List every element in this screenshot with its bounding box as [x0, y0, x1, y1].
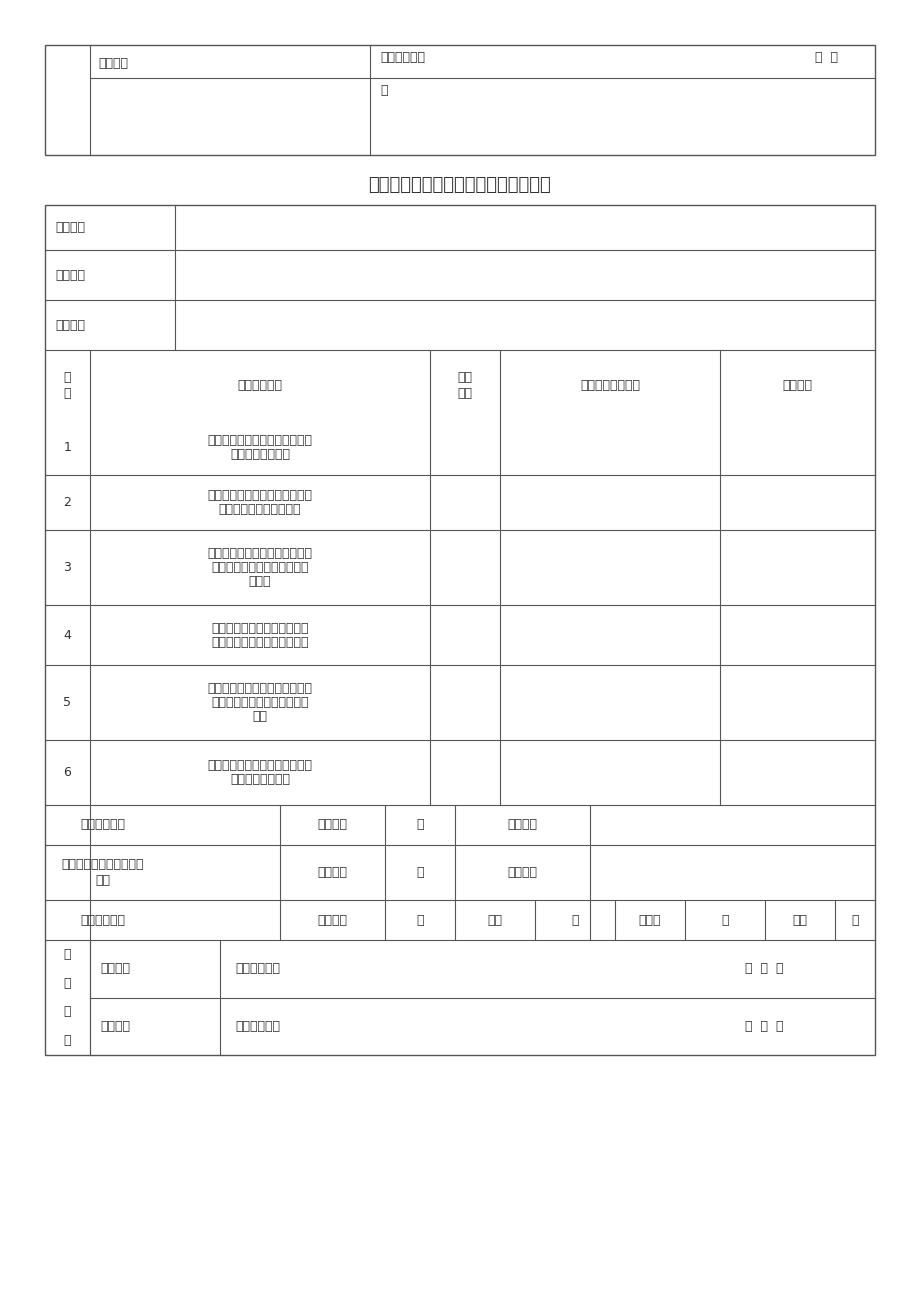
Text: 项: 项: [415, 913, 424, 926]
Text: 意: 意: [63, 1006, 71, 1019]
Text: 施工单位: 施工单位: [100, 962, 130, 975]
Text: 电线、电缆穿管和线槽敷设分项: 电线、电缆穿管和线槽敷设分项: [208, 760, 312, 771]
Text: 分项工程名称: 分项工程名称: [237, 378, 282, 391]
Text: 项: 项: [720, 913, 728, 926]
Text: 年  月  日: 年 月 日: [744, 1020, 783, 1033]
Text: 工程质量验收记录: 工程质量验收记录: [230, 773, 289, 786]
Text: 差：: 差：: [791, 913, 807, 926]
Text: 分项工程质量验收: 分项工程质量验收: [230, 448, 289, 461]
Text: 项: 项: [571, 913, 578, 926]
Text: 低压电动机、电加热器及电动执: 低压电动机、电加热器及电动执: [208, 681, 312, 694]
Bar: [45, 46, 874, 155]
Text: 日: 日: [380, 83, 387, 96]
Text: 电缆头制作、接线和线路绝缘测: 电缆头制作、接线和线路绝缘测: [208, 489, 312, 502]
Text: 1: 1: [63, 440, 72, 453]
Text: 建设单位: 建设单位: [55, 268, 85, 281]
Text: 成套配电柜、控制柜和动力、照: 成套配电柜、控制柜和动力、照: [208, 547, 312, 560]
Text: 见: 见: [63, 1035, 71, 1048]
Text: 项: 项: [850, 913, 857, 926]
Text: 建筑电气子分部工程质量竣工验收记录: 建筑电气子分部工程质量竣工验收记录: [369, 176, 550, 194]
Text: 检验: 检验: [457, 370, 472, 383]
Text: 安全和功能检验（检测）: 安全和功能检验（检测）: [62, 857, 143, 870]
Text: 验收意见: 验收意见: [782, 378, 811, 391]
Text: 一般：: 一般：: [638, 913, 661, 926]
Text: 记录: 记录: [252, 710, 267, 723]
Text: 施工单位检查评定: 施工单位检查评定: [579, 378, 640, 391]
Text: 明配电箱安装分项工程质量验: 明配电箱安装分项工程质量验: [211, 562, 309, 575]
Text: 试分项工程质量验收记录: 试分项工程质量验收记录: [219, 503, 301, 516]
Text: 报告: 报告: [95, 874, 110, 887]
Text: 项目负责人：: 项目负责人：: [380, 51, 425, 64]
Text: 年  月  日: 年 月 日: [744, 962, 783, 975]
Text: 质量控制资料: 质量控制资料: [80, 818, 125, 831]
Text: 项目负责人：: 项目负责人：: [234, 962, 279, 975]
Text: 5: 5: [63, 696, 72, 709]
Text: 4: 4: [63, 628, 72, 641]
Text: 收记录: 收记录: [248, 575, 271, 588]
Text: 核查结果: 核查结果: [507, 866, 537, 880]
Text: 观感质量验收: 观感质量验收: [80, 913, 125, 926]
Text: 核查结果: 核查结果: [507, 818, 537, 831]
Text: 应查项数: 应查项数: [317, 913, 347, 926]
Text: 建设单位: 建设单位: [98, 56, 128, 69]
Text: 行机构检查接线分项工程验收: 行机构检查接线分项工程验收: [211, 696, 309, 709]
Bar: [45, 205, 874, 1055]
Text: 工程名称: 工程名称: [55, 222, 85, 235]
Text: 验: 验: [63, 947, 71, 960]
Text: 试运行分项工程质量验收记录: 试运行分项工程质量验收记录: [211, 636, 309, 649]
Text: 低压电气动力设备试验和空载: 低压电气动力设备试验和空载: [211, 622, 309, 635]
Text: 项: 项: [415, 866, 424, 880]
Text: 建设单位: 建设单位: [100, 1020, 130, 1033]
Text: 项目负责人：: 项目负责人：: [234, 1020, 279, 1033]
Text: 收: 收: [63, 977, 71, 989]
Text: 2: 2: [63, 496, 72, 509]
Text: 批数: 批数: [457, 387, 472, 400]
Text: 号: 号: [63, 387, 71, 400]
Text: 项: 项: [415, 818, 424, 831]
Text: 年  月: 年 月: [814, 51, 837, 64]
Text: 6: 6: [63, 766, 72, 779]
Text: 序: 序: [63, 370, 71, 383]
Text: 施工单位: 施工单位: [55, 318, 85, 331]
Text: 应查项数: 应查项数: [317, 818, 347, 831]
Text: 应查项数: 应查项数: [317, 866, 347, 880]
Text: 电线导管、电缆导管和线槽敷设: 电线导管、电缆导管和线槽敷设: [208, 434, 312, 447]
Text: 3: 3: [63, 562, 72, 575]
Text: 好：: 好：: [487, 913, 502, 926]
